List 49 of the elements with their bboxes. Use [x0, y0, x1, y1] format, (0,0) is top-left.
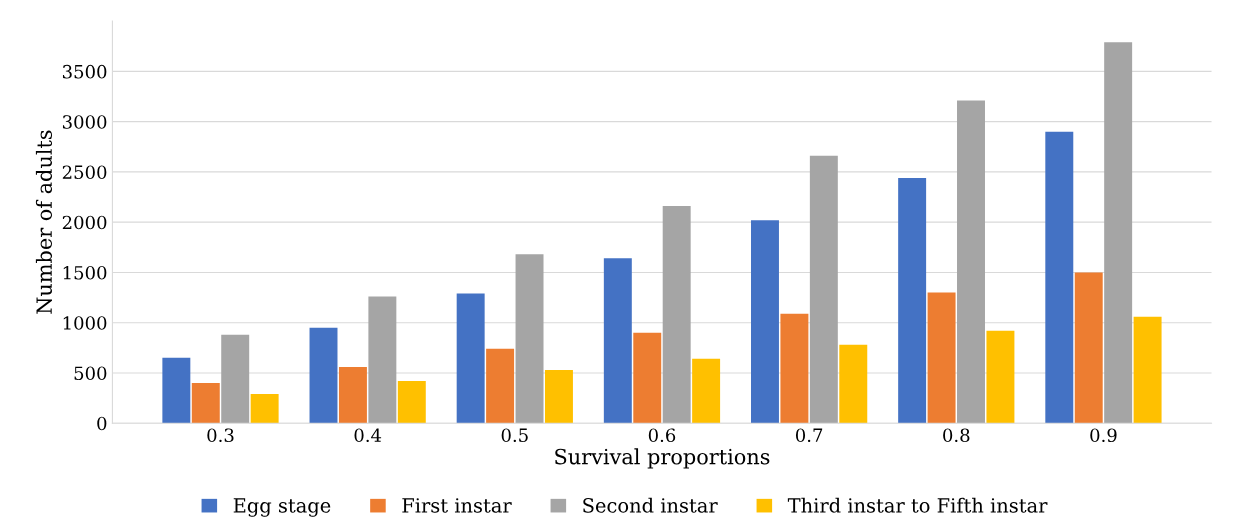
bar: [1074, 272, 1103, 424]
bar: [1104, 42, 1133, 424]
bar: [927, 292, 956, 424]
y-tick-label: 500: [74, 366, 107, 381]
bar: [515, 254, 544, 424]
legend-label: Egg stage: [233, 498, 331, 517]
y-tick-label: 2500: [62, 165, 107, 180]
x-tick-label: 0.5: [501, 428, 528, 443]
bar: [250, 394, 279, 424]
bar: [839, 344, 868, 424]
x-tick-label: 0.8: [943, 428, 970, 443]
y-tick-label: 2000: [62, 215, 107, 230]
bar: [633, 332, 662, 424]
x-tick-label: 0.4: [354, 428, 382, 443]
y-tick-label: 1500: [63, 265, 107, 280]
bar: [397, 380, 426, 424]
bar: [456, 293, 485, 424]
bar: [692, 358, 721, 424]
bar: [162, 357, 191, 424]
bar: [191, 383, 220, 424]
y-tick-label: 0: [97, 416, 107, 431]
y-tick-label: 1000: [63, 316, 107, 330]
bar: [221, 334, 250, 424]
bar: [809, 155, 838, 424]
bar: [338, 366, 367, 424]
y-axis-title: Number of adults: [35, 130, 53, 314]
bar: [309, 327, 338, 424]
bar: [544, 369, 573, 424]
bar: [486, 348, 515, 424]
y-tick-label: 3500: [62, 64, 107, 79]
bar: [751, 220, 779, 424]
x-tick-label: 0.6: [648, 428, 676, 443]
x-tick-label: 0.7: [795, 428, 823, 443]
bar: [662, 206, 691, 424]
bar: [780, 313, 809, 424]
bar: [603, 258, 632, 424]
bar: [368, 296, 397, 424]
bar: [957, 100, 985, 424]
y-tick-label: 3000: [62, 115, 107, 129]
x-tick-label: 0.3: [207, 428, 234, 443]
bar: [898, 177, 927, 424]
legend-label: Third instar to Fifth instar: [787, 497, 1048, 513]
x-tick-label: 0.9: [1090, 428, 1117, 443]
legend-label: First instar: [402, 498, 512, 513]
x-axis-title: Survival proportions: [555, 448, 770, 469]
bar: [1133, 316, 1162, 424]
bar: [986, 330, 1015, 424]
legend-label: Second instar: [583, 497, 718, 513]
bar: [1045, 131, 1074, 424]
